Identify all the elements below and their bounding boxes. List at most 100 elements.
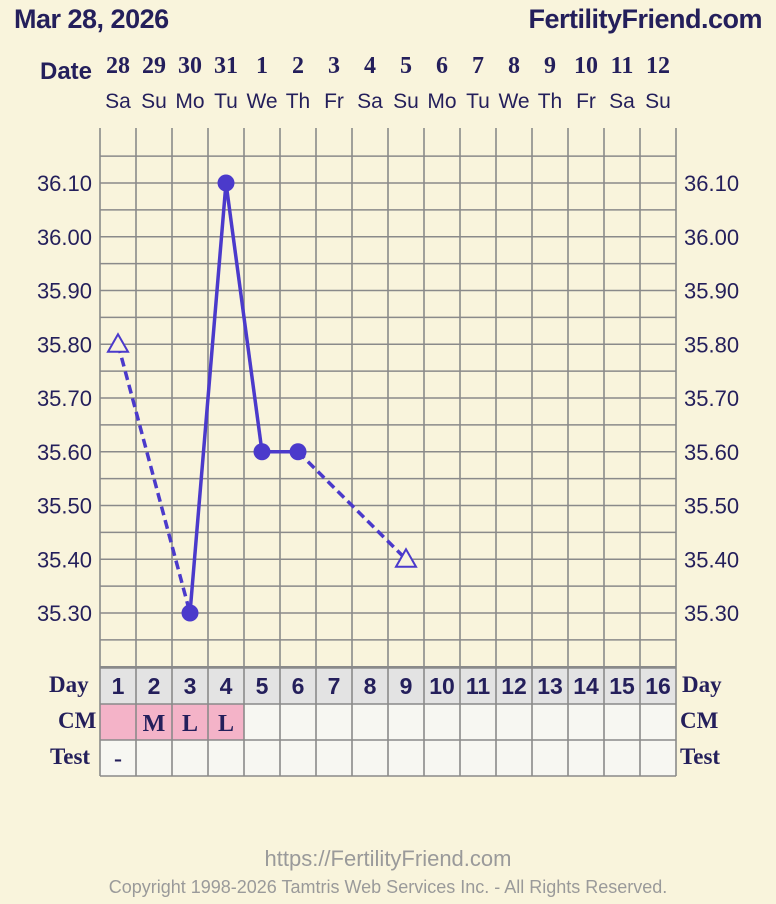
date-label: 30 [178, 53, 202, 79]
cm-value: L [218, 711, 234, 737]
day-cell [460, 668, 496, 704]
weekday-label: Mo [427, 90, 456, 113]
cm-value: M [143, 711, 166, 737]
date-label: 31 [214, 53, 238, 79]
cycle-day-label: 3 [184, 673, 197, 699]
y-tick-label-left: 36.00 [37, 225, 92, 250]
cm-cell [568, 704, 604, 740]
date-label: 12 [646, 53, 670, 79]
series-segment [116, 343, 192, 614]
weekday-label: Tu [466, 90, 490, 113]
footer-url[interactable]: https://FertilityFriend.com [264, 846, 512, 871]
weekday-label: Su [141, 90, 167, 113]
weekday-label: Su [645, 90, 671, 113]
date-label: 4 [364, 53, 376, 79]
y-tick-label-left: 35.30 [37, 601, 92, 626]
test-cell [496, 740, 532, 776]
weekday-label: Th [286, 90, 311, 113]
cm-row-label-left: CM [58, 708, 97, 733]
date-label: 7 [472, 53, 484, 79]
day-cell [532, 668, 568, 704]
test-cell [388, 740, 424, 776]
date-label: 29 [142, 53, 166, 79]
cm-value: L [182, 711, 198, 737]
date-row-label: Date [40, 58, 93, 85]
y-tick-label-right: 36.00 [684, 225, 739, 250]
cycle-day-label: 6 [292, 673, 305, 699]
day-cell [496, 668, 532, 704]
y-tick-label-right: 35.90 [684, 279, 739, 304]
cycle-day-label: 1 [112, 673, 125, 699]
weekday-label: Tu [214, 90, 238, 113]
data-point [253, 443, 271, 461]
test-cell [532, 740, 568, 776]
cm-cell [604, 704, 640, 740]
date-label: 5 [400, 53, 412, 79]
test-cell [208, 740, 244, 776]
y-tick-label-left: 36.10 [37, 171, 92, 196]
data-point-triangle [394, 547, 418, 568]
date-label: 3 [328, 53, 340, 79]
day-cell [352, 668, 388, 704]
cm-cell [532, 704, 568, 740]
data-point [289, 443, 307, 461]
cycle-day-label: 4 [220, 673, 233, 699]
cm-cell [100, 704, 136, 740]
test-cell [244, 740, 280, 776]
cm-cell [316, 704, 352, 740]
test-cell [136, 740, 172, 776]
date-label: 8 [508, 53, 520, 79]
cm-cell [460, 704, 496, 740]
y-tick-label-left: 35.90 [37, 279, 92, 304]
y-tick-label-right: 35.30 [684, 601, 739, 626]
cycle-day-label: 15 [609, 673, 635, 699]
day-cell [100, 668, 136, 704]
test-cell [280, 740, 316, 776]
weekday-label: Fr [576, 90, 596, 113]
date-label: 6 [436, 53, 448, 79]
weekday-label: Mo [175, 90, 204, 113]
data-point [217, 174, 235, 192]
date-label: 10 [574, 53, 598, 79]
date-label: 1 [256, 53, 268, 79]
data-point-triangle [106, 332, 130, 353]
weekday-label: Fr [324, 90, 344, 113]
date-label: 9 [544, 53, 556, 79]
cm-cell [244, 704, 280, 740]
cycle-day-label: 14 [573, 673, 599, 699]
day-cell [640, 668, 676, 704]
day-row-label-left: Day [49, 672, 89, 697]
cycle-day-label: 10 [429, 673, 455, 699]
day-row-label-right: Day [682, 672, 722, 697]
weekday-label: We [498, 90, 529, 113]
series-segment [188, 182, 228, 614]
footer-copyright: Copyright 1998-2026 Tamtris Web Services… [108, 877, 668, 897]
test-cell [100, 740, 136, 776]
y-tick-label-left: 35.80 [37, 332, 92, 357]
day-cell [316, 668, 352, 704]
y-tick-label-left: 35.50 [37, 494, 92, 519]
test-cell [604, 740, 640, 776]
date-label: 2 [292, 53, 304, 79]
cm-cell [388, 704, 424, 740]
y-tick-label-right: 35.40 [684, 547, 739, 572]
cycle-day-label: 11 [466, 673, 491, 699]
test-cell [316, 740, 352, 776]
cycle-day-label: 12 [501, 673, 527, 699]
day-cell [568, 668, 604, 704]
day-cell [208, 668, 244, 704]
test-cell [460, 740, 496, 776]
test-row-label-right: Test [680, 744, 721, 769]
test-cell [424, 740, 460, 776]
y-tick-label-right: 35.60 [684, 440, 739, 465]
cycle-day-label: 9 [400, 673, 413, 699]
day-cell [280, 668, 316, 704]
y-tick-label-right: 36.10 [684, 171, 739, 196]
day-cell [424, 668, 460, 704]
cm-cell [352, 704, 388, 740]
cm-cell [280, 704, 316, 740]
chart-date-title: Mar 28, 2026 [14, 4, 169, 34]
cm-cell [172, 704, 208, 740]
weekday-label: Sa [105, 90, 131, 113]
